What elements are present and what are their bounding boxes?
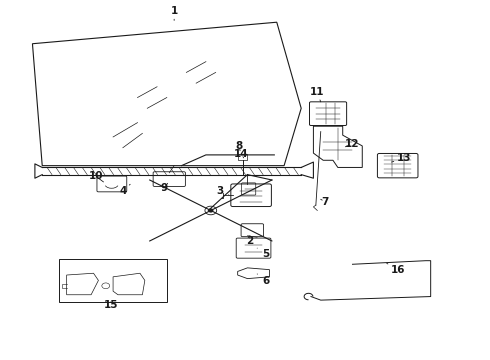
Text: 3: 3 (216, 186, 229, 196)
Text: 14: 14 (234, 149, 249, 159)
Text: 6: 6 (257, 274, 270, 286)
Text: 9: 9 (161, 183, 168, 193)
Text: 12: 12 (345, 139, 360, 149)
Text: 13: 13 (392, 153, 411, 163)
Text: 4: 4 (119, 184, 130, 196)
Text: 2: 2 (246, 235, 253, 246)
Text: 11: 11 (310, 87, 324, 102)
Text: 5: 5 (257, 248, 270, 258)
Text: 1: 1 (171, 6, 178, 21)
Text: 8: 8 (236, 141, 243, 151)
Text: 10: 10 (89, 171, 103, 182)
Text: 16: 16 (387, 263, 405, 275)
Text: 7: 7 (321, 197, 328, 207)
Circle shape (209, 209, 213, 212)
Text: 15: 15 (103, 300, 118, 310)
